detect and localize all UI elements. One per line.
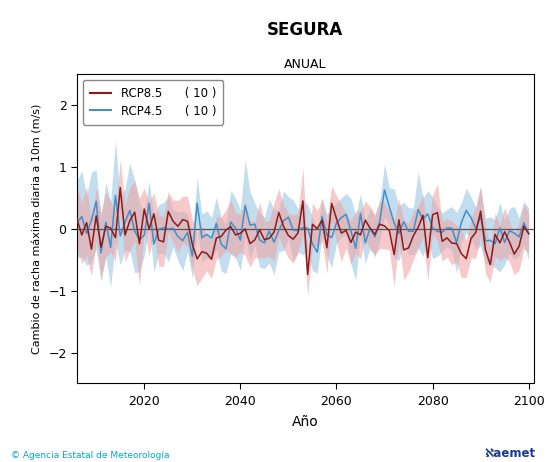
Text: SEGURA: SEGURA xyxy=(267,21,343,39)
Text: ℵaemet: ℵaemet xyxy=(484,447,535,460)
Y-axis label: Cambio de racha máxima diaria a 10m (m/s): Cambio de racha máxima diaria a 10m (m/s… xyxy=(32,103,43,354)
Legend: RCP8.5      ( 10 ), RCP4.5      ( 10 ): RCP8.5 ( 10 ), RCP4.5 ( 10 ) xyxy=(83,80,223,125)
Title: ANUAL: ANUAL xyxy=(284,58,327,71)
Text: © Agencia Estatal de Meteorología: © Agencia Estatal de Meteorología xyxy=(11,451,169,460)
X-axis label: Año: Año xyxy=(292,414,318,429)
